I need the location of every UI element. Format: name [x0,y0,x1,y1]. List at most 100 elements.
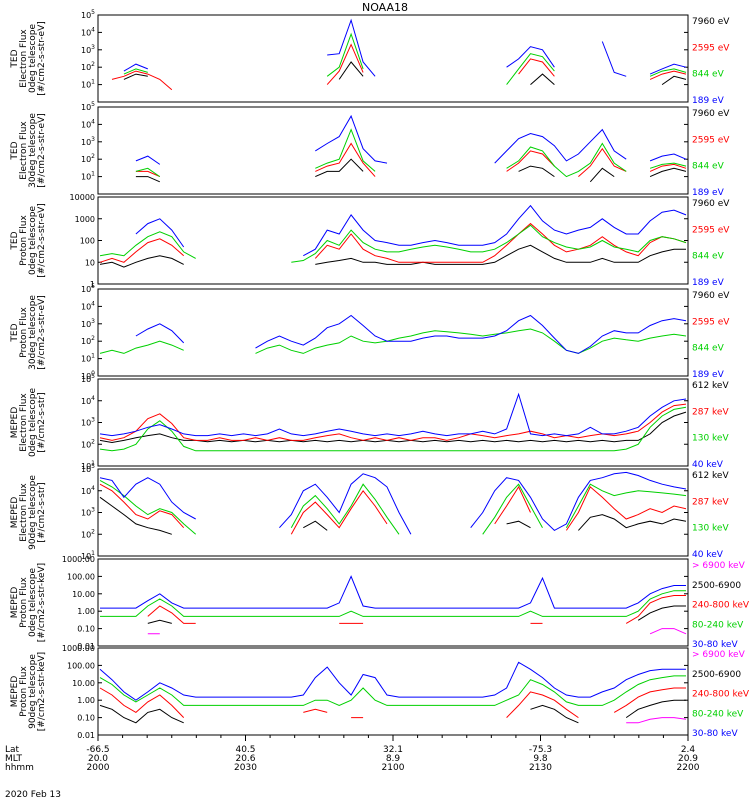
series-line-green [99,224,687,263]
y-tick-label: 101 [81,79,95,90]
legend-entry: 7960 eV [692,199,730,209]
legend-entry: 80-240 keV [692,620,744,630]
x-tick-label-hhmm: 2130 [529,763,552,773]
y-tick-label: 102 [81,153,95,164]
panel-6: 101 102 103 104 105 MEPEDElectron Flux90deg t… [10,463,729,561]
y-axis-label: MEPEDElectron Flux90deg telescope[#/cm2-… [10,475,47,550]
y-tick-label: 104 [81,485,95,496]
y-axis-label: TEDElectron Flux30deg telescope[#/cm2-s-… [10,113,47,188]
series-line-magenta [147,628,687,635]
legend-entry: 7960 eV [692,17,730,27]
x-tick-label-lat: 2.4 [681,745,696,755]
series-line-black [147,605,686,624]
legend-entry: 612 keV [692,381,729,391]
legend-entry: 130 keV [692,434,729,444]
y-tick-label: 1000.00 [62,555,95,564]
series-line-black [135,158,687,183]
series-line-black [99,699,686,724]
y-tick-label: 100 [81,370,95,381]
y-tick-label: 0.01 [77,642,95,651]
legend-entry: 2595 eV [692,225,730,235]
series-line-red [111,43,687,91]
panel-frame [97,106,689,195]
panel-1: 101 102 103 104 105 TEDElectron Flux0deg tele… [10,9,730,106]
legend-entry: 189 eV [692,278,725,288]
series-line-red [147,595,686,624]
legend-entry: 2595 eV [692,317,730,327]
series-line-red [99,687,686,719]
y-tick-label: 10 [85,258,95,267]
series-line-black [99,244,686,268]
legend-entry: 7960 eV [692,291,730,301]
x-tick-label-hhmm: 2030 [234,763,257,773]
legend-entry: 30-80 keV [692,640,738,650]
y-tick-label: 105 [81,9,95,20]
series-line-green [99,328,687,354]
legend-entry: 612 keV [692,471,729,481]
legend-entry: 130 keV [692,524,729,534]
y-tick-label: 1 [90,280,95,289]
y-axis-label: MEPEDProton Flux0deg telescope[#/cm2-s-s… [10,563,47,642]
series-line-blue [99,661,686,701]
y-tick-label: 105 [81,283,95,294]
y-tick-label: 104 [81,26,95,37]
legend-entry: 240-800 keV [692,601,750,611]
legend-entry: 287 keV [692,407,729,417]
y-axis-label: TEDProton Flux30deg telescope[#/cm2-s-st… [10,295,47,370]
x-tick-label-lat: -75.3 [529,745,552,755]
y-tick-label: 0.10 [77,625,95,634]
series-line-green [123,32,687,85]
y-axis-label: MEPEDProton Flux90deg telescope[#/cm2-s-… [10,652,47,731]
panel-frame [97,468,689,557]
panel-3: 1 10 100 1000 10000 TEDProton Flux0deg telesc… [10,193,730,289]
x-tick-label-lat: 32.1 [383,745,403,755]
x-tick-label-hhmm: 2200 [677,763,700,773]
y-tick-label: 0.10 [77,714,95,723]
series-line-blue [99,471,687,535]
legend-entry: 30-80 keV [692,729,738,739]
y-tick-label: 101 [81,353,95,364]
series-line-red [135,142,687,178]
legend-entry: 189 eV [692,370,725,380]
series-line-green [99,675,686,706]
y-tick-label: 101 [81,171,95,182]
y-tick-label: 10.00 [72,590,95,599]
panel-5: 101 102 103 104 105 MEPEDElectron Flux0deg te… [10,373,729,471]
panel-frame [97,558,689,647]
series-line-magenta [626,717,687,724]
footer-row-label: hhmm [5,763,34,773]
panel-7: 0.01 0.10 1.00 10.00 100.00 1000.00 MEPEDProto… [10,555,750,651]
y-tick-label: 105 [81,463,95,474]
x-tick-label-lat: -66.5 [86,745,109,755]
legend-entry: 80-240 keV [692,709,744,719]
y-tick-label: 105 [81,373,95,384]
series-line-black [99,496,687,535]
legend-entry: 2595 eV [692,135,730,145]
legend-entry: 7960 eV [692,109,730,119]
y-tick-label: 104 [81,300,95,311]
y-tick-label: 10000 [70,193,95,202]
panel-frame [97,647,689,736]
legend-entry: 844 eV [692,162,725,172]
legend-entry: 844 eV [692,344,725,354]
legend-entry: 240-800 keV [692,690,750,700]
y-tick-label: 103 [81,136,95,147]
x-tick-label-lat: 40.5 [235,745,255,755]
series-line-red [99,403,687,441]
y-tick-label: 101 [81,460,95,471]
x-tick-label-mlt: 20.6 [235,754,255,764]
legend-entry: 844 eV [692,70,725,80]
x-tick-label-hhmm: 2100 [382,763,405,773]
y-tick-label: 102 [81,61,95,72]
series-line-red [99,222,687,263]
x-tick-label-mlt: 20.0 [88,754,108,764]
y-tick-label: 104 [81,118,95,129]
series-line-blue [123,18,687,77]
legend-entry: 40 keV [692,550,724,560]
y-tick-label: 100.00 [67,661,95,670]
y-tick-label: 103 [81,44,95,55]
y-tick-label: 1000 [75,215,95,224]
